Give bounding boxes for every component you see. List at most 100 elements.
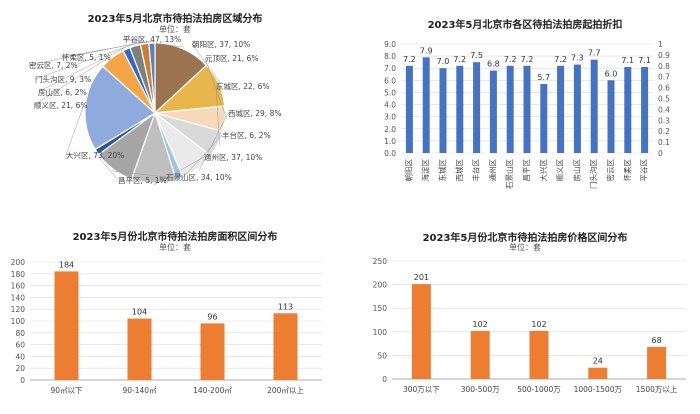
bar — [590, 59, 598, 154]
discount-bar-panel: 2023年5月北京市各区待拍法拍房起拍折扣 0.0 1.0 2.0 3.0 4.0 5.0… — [350, 0, 700, 207]
data-label: 7.3 — [571, 54, 584, 63]
x-tick-label: 西城区 — [455, 159, 464, 182]
pie-slice — [84, 65, 157, 151]
data-label: 102 — [531, 320, 546, 329]
slice-label: 平谷区, 47, 13% — [123, 35, 181, 44]
chart-unit: 单位：套 — [159, 243, 191, 252]
y2-tick-label: 0.3 — [658, 116, 670, 125]
bar — [529, 330, 549, 379]
x-tick-label: 东城区 — [437, 159, 447, 182]
bar — [506, 65, 514, 153]
bar — [540, 84, 548, 153]
leader-line — [153, 156, 205, 186]
data-label: 96 — [207, 312, 217, 321]
data-label: 201 — [414, 273, 429, 282]
data-label: 7.5 — [470, 51, 483, 60]
y-tick-label: 50 — [377, 351, 387, 360]
x-tick-label: 顺义区 — [556, 159, 565, 182]
y-tick-label: 80 — [15, 329, 25, 338]
x-tick-label: 平谷区 — [640, 159, 649, 182]
chart-title: 2023年5月北京市待拍法拍房区域分布 — [87, 14, 263, 25]
y2-tick-label: 0.1 — [658, 138, 670, 147]
bar — [422, 57, 430, 153]
y-tick-label: 0 — [382, 375, 387, 384]
x-tick-label: 朝阳区 — [404, 159, 413, 182]
slice-label: 门头沟区, 9, 3% — [35, 74, 91, 84]
slice-label: 昌平区, 5, 1% — [118, 176, 167, 185]
y-tick-label: 180 — [11, 270, 26, 279]
x-tick-label: 500-1000万 — [517, 385, 561, 394]
y-tick-label: 120 — [11, 305, 26, 314]
slice-label: 大兴区, 73, 20% — [66, 150, 124, 160]
bar — [573, 64, 581, 153]
leader-line — [37, 47, 126, 93]
chart-unit: 单位：套 — [159, 25, 191, 34]
leader-line — [65, 106, 84, 156]
slice-label: 东城区, 22, 6% — [216, 81, 269, 91]
bar — [200, 323, 225, 380]
slice-label: 怀柔区, 5, 1% — [62, 52, 111, 62]
x-tick-label: 门头沟区 — [588, 159, 598, 189]
leader-line — [61, 40, 152, 58]
bar — [607, 80, 615, 153]
data-label: 6.8 — [487, 60, 500, 69]
data-label: 68 — [652, 336, 662, 345]
data-label: 104 — [132, 308, 147, 317]
bar — [439, 68, 447, 153]
slice-label: 丰台区, 6, 2% — [222, 130, 271, 140]
data-label: 7.2 — [554, 55, 567, 64]
y2-tick-label: 0.5 — [658, 95, 670, 104]
data-label: 7.1 — [621, 56, 634, 65]
y-tick-label: 250 — [373, 257, 388, 266]
y2-tick-label: 0.4 — [658, 105, 670, 114]
bar — [647, 346, 667, 379]
x-tick-label: 200㎡以上 — [267, 386, 304, 395]
x-tick-label: 大兴区 — [538, 159, 548, 182]
x-tick-label: 300-500万 — [461, 385, 500, 394]
bar — [54, 271, 79, 380]
leader-line — [191, 43, 221, 84]
data-label: 113 — [278, 302, 293, 311]
slice-label: 元顶区, 21, 6% — [205, 54, 258, 63]
bar — [557, 65, 565, 153]
data-label: 7.2 — [521, 55, 534, 64]
area-bar-chart: 0 20 40 60 80 100 120 140 160 180 200 184 90㎡以下 104 90… — [11, 258, 322, 395]
x-tick-label: 通州区 — [487, 159, 497, 182]
data-label: 7.2 — [403, 55, 416, 64]
data-label: 5.7 — [537, 73, 550, 82]
x-tick-label: 90㎡以下 — [50, 386, 83, 395]
slice-label: 通州区, 37, 10% — [204, 152, 262, 162]
y2-tick-label: 0.7 — [658, 73, 670, 82]
x-tick-label: 1000-1500万 — [574, 385, 623, 394]
leader-line — [112, 170, 167, 178]
y-tick-label: 60 — [15, 341, 25, 350]
y-tick-label: 140 — [11, 293, 26, 302]
leader-line — [33, 55, 112, 106]
slice-label: 西城区, 29, 8% — [228, 109, 281, 118]
bar — [588, 367, 608, 379]
bar — [624, 67, 632, 153]
leader-line — [180, 134, 223, 181]
x-tick-label: 密云区 — [605, 159, 615, 182]
y-tick-label: 2.0 — [384, 125, 396, 134]
data-label: 7.0 — [437, 57, 450, 66]
price-bar-chart: 0 50 100 150 200 250 201 300万以下 102 300-500万 102 50… — [373, 257, 686, 394]
bar — [473, 62, 481, 154]
y-tick-label: 150 — [373, 304, 388, 313]
x-tick-label: 300万以下 — [403, 385, 440, 394]
y2-tick-label: 0 — [658, 149, 663, 158]
x-tick-label: 昌平区 — [522, 159, 531, 182]
y-tick-label: 100 — [11, 317, 26, 326]
chart-title: 2023年5月份北京市待拍法拍房面积区间分布 — [72, 232, 278, 243]
y-tick-label: 0 — [20, 376, 25, 385]
pie-chart: 平谷区, 47, 13% 朝阳区, 37, 10% 元顶区, 21, 6% 东城区, … — [28, 35, 281, 186]
y-tick-label: 40 — [15, 352, 25, 361]
bar — [405, 65, 413, 153]
y-tick-label: 100 — [373, 328, 388, 337]
x-tick-label: 1500万以上 — [636, 385, 678, 394]
y2-tick-label: 1 — [658, 40, 663, 49]
bar — [273, 313, 298, 380]
y-tick-label: 3.0 — [384, 113, 396, 122]
data-label: 7.2 — [453, 55, 466, 64]
chart-title: 2023年5月北京市各区待拍法拍房起拍折扣 — [427, 20, 623, 31]
